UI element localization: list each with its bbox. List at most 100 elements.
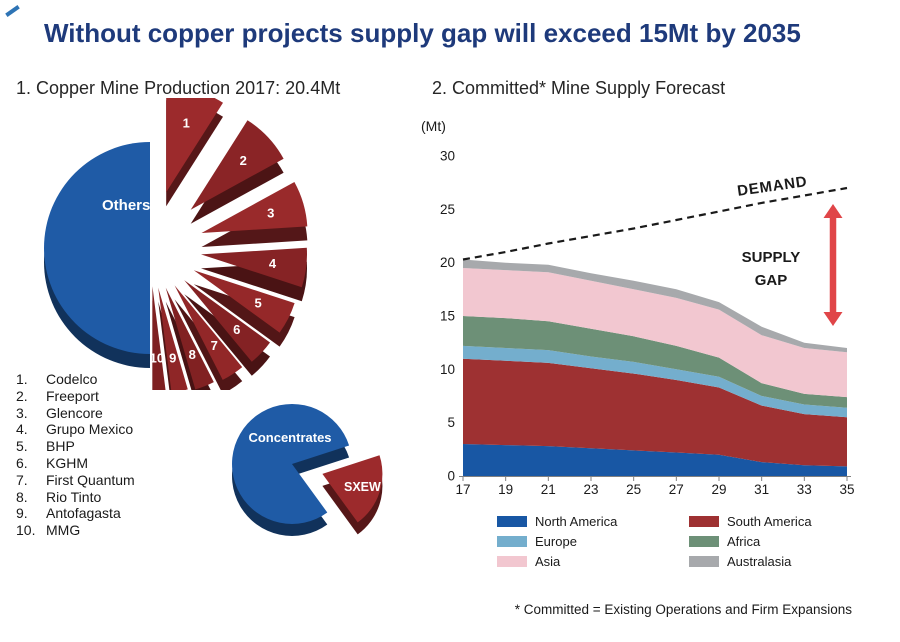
pie-slice-number-label: 1 xyxy=(183,116,190,131)
pie-slice xyxy=(166,98,223,193)
pie-slice-number-label: 3 xyxy=(267,205,274,220)
producer-row: 1. Codelco xyxy=(16,371,135,388)
supply-forecast-area-chart: 17 19 21 23 25 27 29 31 33 35 0 5 10 15 20 25 30 xyxy=(440,149,855,498)
y-tick-label: 0 xyxy=(447,469,455,484)
legend-swatch xyxy=(497,556,527,567)
producer-row: 3. Glencore xyxy=(16,405,135,422)
x-tick-label: 19 xyxy=(498,482,513,497)
y-tick-label: 25 xyxy=(440,202,455,217)
supply-gap-arrow-head-up xyxy=(823,204,843,218)
right-section-heading: 2. Committed* Mine Supply Forecast xyxy=(432,78,726,98)
legend-label: North America xyxy=(535,514,618,529)
producer-rank: 5. xyxy=(16,438,28,455)
producer-ranking-list: 1. Codelco 2. Freeport 3. Glencore 4. Grupo Mex… xyxy=(16,371,135,539)
producer-name: BHP xyxy=(46,438,75,455)
producer-rank: 4. xyxy=(16,421,28,438)
legend-swatch xyxy=(497,536,527,547)
x-tick-label: 29 xyxy=(711,482,726,497)
x-tick-label: 17 xyxy=(455,482,470,497)
pie-slice xyxy=(165,287,214,390)
legend-item: Africa xyxy=(689,534,881,549)
producer-rank: 6. xyxy=(16,454,28,471)
area-series-north-america xyxy=(463,444,847,476)
producer-name: Antofagasta xyxy=(46,505,121,522)
producer-row: 10. MMG xyxy=(16,522,135,539)
producer-rank: 2. xyxy=(16,387,28,404)
x-tick-label: 35 xyxy=(839,482,854,497)
producer-name: First Quantum xyxy=(46,471,135,488)
area-series-europe xyxy=(463,345,847,418)
chart-legend: North America South America Europe Africa As… xyxy=(497,514,881,569)
pie-slice xyxy=(322,455,383,523)
legend-item: Asia xyxy=(497,554,689,569)
sxew-slice-label: SXEW xyxy=(344,480,381,494)
pie-slice-number-label: 8 xyxy=(189,347,196,362)
legend-label: Europe xyxy=(535,534,577,549)
corner-decoration xyxy=(5,5,20,17)
producer-rank: 8. xyxy=(16,488,28,505)
y-tick-label: 15 xyxy=(440,309,455,324)
legend-label: Asia xyxy=(535,554,561,569)
producer-name: Rio Tinto xyxy=(46,488,102,505)
area-series-africa xyxy=(463,316,847,408)
pie-slice-number-label: 4 xyxy=(269,256,277,271)
producer-row: 2. Freeport xyxy=(16,388,135,405)
x-tick-label: 25 xyxy=(626,482,641,497)
legend-swatch xyxy=(689,536,719,547)
y-tick-label: 5 xyxy=(447,415,455,430)
pie-slice xyxy=(201,182,308,233)
producer-row: 7. First Quantum xyxy=(16,472,135,489)
y-tick-label: 20 xyxy=(440,255,455,270)
legend-swatch xyxy=(689,516,719,527)
producer-row: 5. BHP xyxy=(16,438,135,455)
y-tick-label: 10 xyxy=(440,362,455,377)
x-tick-label: 27 xyxy=(669,482,684,497)
producer-rank: 7. xyxy=(16,471,28,488)
area-series-south-america xyxy=(463,358,847,467)
pie-slice xyxy=(174,285,243,380)
producer-name: Grupo Mexico xyxy=(46,421,134,438)
producer-row: 6. KGHM xyxy=(16,455,135,472)
pie-slice-number-label: 2 xyxy=(240,153,247,168)
legend-item: Australasia xyxy=(689,554,881,569)
supply-gap-arrow-head-down xyxy=(823,312,843,326)
pie-slice-number-label: 6 xyxy=(233,322,240,337)
pie-slice xyxy=(201,247,308,288)
legend-label: Australasia xyxy=(727,554,792,569)
x-tick-label: 31 xyxy=(754,482,769,497)
producer-row: 4. Grupo Mexico xyxy=(16,421,135,438)
pie-slice-number-label: 5 xyxy=(254,296,261,311)
producer-name: Glencore xyxy=(46,404,103,421)
legend-item: South America xyxy=(689,514,881,529)
pie-slice xyxy=(232,403,350,524)
producer-rank: 1. xyxy=(16,371,28,387)
pie-slice-number-label: 10 xyxy=(150,351,164,366)
producer-rank: 3. xyxy=(16,404,28,421)
legend-label: Africa xyxy=(727,534,761,549)
legend-item: North America xyxy=(497,514,689,529)
legend-swatch xyxy=(497,516,527,527)
pie-slice-number-label: 9 xyxy=(169,351,176,366)
x-tick-label: 21 xyxy=(541,482,556,497)
area-series-asia xyxy=(463,268,847,398)
producer-rank: 9. xyxy=(16,505,28,522)
concentrates-sxew-pie-chart: Concentrates SXEW xyxy=(232,403,383,536)
y-axis-unit-label: (Mt) xyxy=(421,118,446,134)
left-section-heading: 1. Copper Mine Production 2017: 20.4Mt xyxy=(16,78,341,98)
producer-name: MMG xyxy=(46,522,81,539)
pie-slice xyxy=(158,287,188,390)
demand-line xyxy=(462,186,848,261)
legend-item: Europe xyxy=(497,534,689,549)
legend-swatch xyxy=(689,556,719,567)
legend-label: South America xyxy=(727,514,812,529)
pie-slice xyxy=(184,280,270,362)
producer-rank: 10. xyxy=(16,522,36,539)
pie-slice xyxy=(193,270,295,333)
others-slice-label: Others xyxy=(102,197,150,214)
producer-name: Codelco xyxy=(46,371,98,387)
pie-slice xyxy=(190,120,284,210)
producer-row: 8. Rio Tinto xyxy=(16,489,135,506)
x-tick-label: 33 xyxy=(797,482,812,497)
